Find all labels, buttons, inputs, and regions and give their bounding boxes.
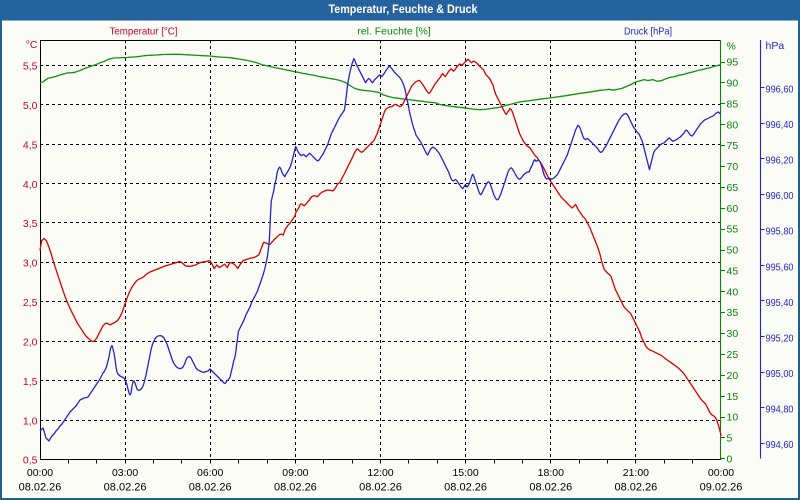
svg-text:994,60: 994,60 [766,440,794,451]
svg-text:995,40: 995,40 [766,298,794,309]
svg-text:03:00: 03:00 [112,467,138,479]
svg-text:1,5: 1,5 [23,376,38,388]
svg-text:30: 30 [727,328,739,340]
svg-text:95: 95 [727,57,739,69]
svg-text:75: 75 [727,140,739,152]
svg-text:85: 85 [727,98,739,110]
svg-text:hPa: hPa [766,40,785,52]
svg-text:°C: °C [26,39,38,51]
svg-text:08.02.26: 08.02.26 [359,482,402,494]
svg-text:00:00: 00:00 [708,467,734,479]
svg-text:995,80: 995,80 [766,227,794,238]
svg-text:35: 35 [727,307,739,319]
svg-text:996,00: 996,00 [766,191,794,202]
svg-text:Temperatur [°C]: Temperatur [°C] [110,26,178,38]
svg-text:rel. Feuchte [%]: rel. Feuchte [%] [357,26,431,38]
svg-text:08.02.26: 08.02.26 [614,482,657,494]
svg-text:09.02.26: 09.02.26 [700,482,743,494]
svg-text:20: 20 [727,370,739,382]
svg-text:40: 40 [727,286,739,298]
svg-text:996,40: 996,40 [766,120,794,131]
svg-text:1,0: 1,0 [23,415,38,427]
svg-text:0: 0 [727,453,733,465]
svg-text:25: 25 [727,349,739,361]
svg-text:08.02.26: 08.02.26 [189,482,232,494]
svg-text:70: 70 [727,161,739,173]
svg-text:995,00: 995,00 [766,369,794,380]
svg-text:0,5: 0,5 [23,455,38,467]
svg-text:90: 90 [727,78,739,90]
svg-text:994,80: 994,80 [766,405,794,416]
svg-text:45: 45 [727,266,739,278]
svg-text:2,5: 2,5 [23,297,38,309]
svg-text:08.02.26: 08.02.26 [529,482,572,494]
svg-text:5: 5 [727,433,733,445]
svg-text:4,0: 4,0 [23,179,38,191]
svg-text:06:00: 06:00 [197,467,223,479]
svg-text:08.02.26: 08.02.26 [444,482,487,494]
svg-text:996,20: 996,20 [766,156,794,167]
svg-text:995,20: 995,20 [766,333,794,344]
svg-text:%: % [727,41,736,53]
svg-text:3,0: 3,0 [23,258,38,270]
svg-text:Temperatur, Feuchte & Druck: Temperatur, Feuchte & Druck [329,2,478,16]
svg-text:5,5: 5,5 [23,61,38,73]
svg-text:60: 60 [727,203,739,215]
svg-text:15: 15 [727,391,739,403]
svg-text:10: 10 [727,412,739,424]
svg-text:4,5: 4,5 [23,139,38,151]
svg-text:80: 80 [727,119,739,131]
svg-text:08.02.26: 08.02.26 [19,482,62,494]
svg-text:08.02.26: 08.02.26 [104,482,147,494]
svg-text:09:00: 09:00 [282,467,308,479]
svg-text:08.02.26: 08.02.26 [274,482,317,494]
svg-text:00:00: 00:00 [27,467,53,479]
svg-text:12:00: 12:00 [367,467,393,479]
svg-text:996,60: 996,60 [766,85,794,96]
svg-text:5,0: 5,0 [23,100,38,112]
svg-text:65: 65 [727,182,739,194]
svg-text:3,5: 3,5 [23,218,38,230]
svg-text:21:00: 21:00 [623,467,649,479]
svg-text:50: 50 [727,245,739,257]
svg-text:18:00: 18:00 [538,467,564,479]
svg-text:2,0: 2,0 [23,336,38,348]
svg-text:55: 55 [727,224,739,236]
svg-text:995,60: 995,60 [766,262,794,273]
svg-text:Druck [hPa]: Druck [hPa] [624,26,672,38]
svg-text:15:00: 15:00 [452,467,478,479]
